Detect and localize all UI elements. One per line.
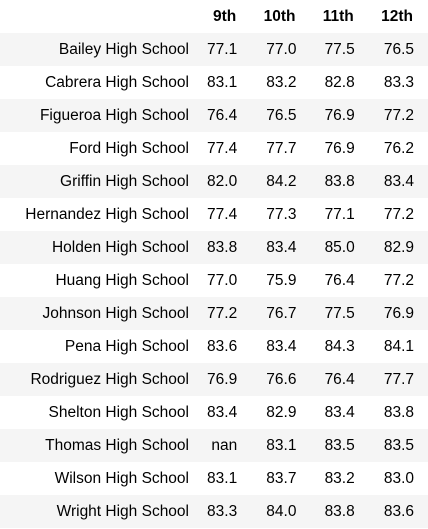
school-name-cell: Wright High School: [56, 502, 189, 520]
score-cell: 77.2: [207, 304, 238, 322]
score-cell: 77.7: [383, 370, 414, 388]
score-cell: 83.3: [207, 502, 238, 520]
score-cell: 83.4: [266, 337, 297, 355]
column-header-12th: 12th: [381, 7, 413, 25]
score-cell: 83.6: [207, 337, 238, 355]
table-row: Griffin High School 82.0 84.2 83.8 83.4: [0, 165, 428, 198]
score-cell: 75.9: [266, 271, 297, 289]
score-cell: 77.1: [207, 40, 238, 58]
score-cell: 82.8: [324, 73, 355, 91]
score-cell: 76.4: [207, 106, 238, 124]
school-name-cell: Wilson High School: [54, 469, 189, 487]
header-row: 9th 10th 11th 12th: [0, 0, 428, 33]
table-row: Pena High School 83.6 83.4 84.3 84.1: [0, 330, 428, 363]
table-header: 9th 10th 11th 12th: [0, 0, 428, 33]
score-cell: 77.7: [266, 139, 297, 157]
score-cell: 77.0: [207, 271, 238, 289]
score-cell: 83.6: [383, 502, 414, 520]
school-name-cell: Huang High School: [55, 271, 189, 289]
score-cell: 83.8: [324, 502, 355, 520]
table-row: Figueroa High School 76.4 76.5 76.9 77.2: [0, 99, 428, 132]
column-header-11th: 11th: [322, 7, 354, 25]
score-cell: 83.1: [207, 73, 238, 91]
table-row: Wilson High School 83.1 83.7 83.2 83.0: [0, 462, 428, 495]
score-cell: 77.2: [383, 106, 414, 124]
table-row: Ford High School 77.4 77.7 76.9 76.2: [0, 132, 428, 165]
score-cell: 76.2: [383, 139, 414, 157]
score-cell: 83.5: [324, 436, 355, 454]
score-cell: 77.5: [324, 304, 355, 322]
score-cell: 76.4: [324, 370, 355, 388]
table-row: Holden High School 83.8 83.4 85.0 82.9: [0, 231, 428, 264]
score-cell: 77.2: [383, 271, 414, 289]
score-cell: 84.2: [266, 172, 297, 190]
score-cell: nan: [211, 436, 238, 454]
school-name-cell: Pena High School: [64, 337, 189, 355]
score-cell: 83.4: [324, 403, 355, 421]
score-cell: 76.5: [266, 106, 297, 124]
school-name-cell: Holden High School: [51, 238, 189, 256]
score-cell: 83.8: [207, 238, 238, 256]
score-cell: 77.1: [324, 205, 355, 223]
school-name-cell: Ford High School: [69, 139, 189, 157]
score-cell: 83.1: [266, 436, 297, 454]
score-cell: 82.9: [266, 403, 297, 421]
score-cell: 77.5: [324, 40, 355, 58]
score-cell: 77.2: [383, 205, 414, 223]
table-row: Rodriguez High School 76.9 76.6 76.4 77.7: [0, 363, 428, 396]
score-cell: 76.9: [324, 139, 355, 157]
column-header-9th: 9th: [212, 7, 237, 25]
table-row: Huang High School 77.0 75.9 76.4 77.2: [0, 264, 428, 297]
score-cell: 76.9: [324, 106, 355, 124]
table-row: Johnson High School 77.2 76.7 77.5 76.9: [0, 297, 428, 330]
school-name-cell: Figueroa High School: [39, 106, 189, 124]
score-cell: 76.5: [383, 40, 414, 58]
school-name-cell: Hernandez High School: [25, 205, 189, 223]
score-cell: 83.4: [266, 238, 297, 256]
score-cell: 83.3: [383, 73, 414, 91]
score-cell: 77.0: [266, 40, 297, 58]
score-cell: 84.0: [266, 502, 297, 520]
table-row: Bailey High School 77.1 77.0 77.5 76.5: [0, 33, 428, 66]
school-name-cell: Thomas High School: [45, 436, 189, 454]
score-cell: 82.9: [383, 238, 414, 256]
score-cell: 76.6: [266, 370, 297, 388]
score-cell: 83.8: [324, 172, 355, 190]
table-row: Shelton High School 83.4 82.9 83.4 83.8: [0, 396, 428, 429]
score-cell: 77.3: [266, 205, 297, 223]
score-cell: 76.9: [207, 370, 238, 388]
score-cell: 77.4: [207, 205, 238, 223]
score-cell: 82.0: [207, 172, 238, 190]
score-cell: 83.0: [383, 469, 414, 487]
score-cell: 76.9: [383, 304, 414, 322]
score-cell: 83.8: [383, 403, 414, 421]
table-row: Wright High School 83.3 84.0 83.8 83.6: [0, 495, 428, 528]
score-cell: 76.4: [324, 271, 355, 289]
table-row: Cabrera High School 83.1 83.2 82.8 83.3: [0, 66, 428, 99]
score-cell: 83.5: [383, 436, 414, 454]
score-cell: 85.0: [324, 238, 355, 256]
score-cell: 84.3: [324, 337, 355, 355]
score-cell: 83.4: [207, 403, 238, 421]
score-cell: 83.7: [266, 469, 297, 487]
score-cell: 83.1: [207, 469, 238, 487]
score-cell: 83.4: [383, 172, 414, 190]
school-name-cell: Griffin High School: [60, 172, 189, 190]
school-name-cell: Cabrera High School: [45, 73, 189, 91]
table-body: Bailey High School 77.1 77.0 77.5 76.5 Cabrer…: [0, 33, 428, 528]
school-name-cell: Johnson High School: [42, 304, 190, 322]
table-row: Hernandez High School 77.4 77.3 77.1 77.2: [0, 198, 428, 231]
school-name-cell: Shelton High School: [48, 403, 189, 421]
score-cell: 77.4: [207, 139, 238, 157]
score-cell: 84.1: [383, 337, 414, 355]
table-row: Thomas High School nan 83.1 83.5 83.5: [0, 429, 428, 462]
index-header: [0, 0, 195, 33]
score-cell: 76.7: [266, 304, 297, 322]
score-cell: 83.2: [266, 73, 297, 91]
column-header-10th: 10th: [263, 7, 296, 25]
school-name-cell: Bailey High School: [58, 40, 189, 58]
score-cell: 83.2: [324, 469, 355, 487]
school-name-cell: Rodriguez High School: [30, 370, 189, 388]
